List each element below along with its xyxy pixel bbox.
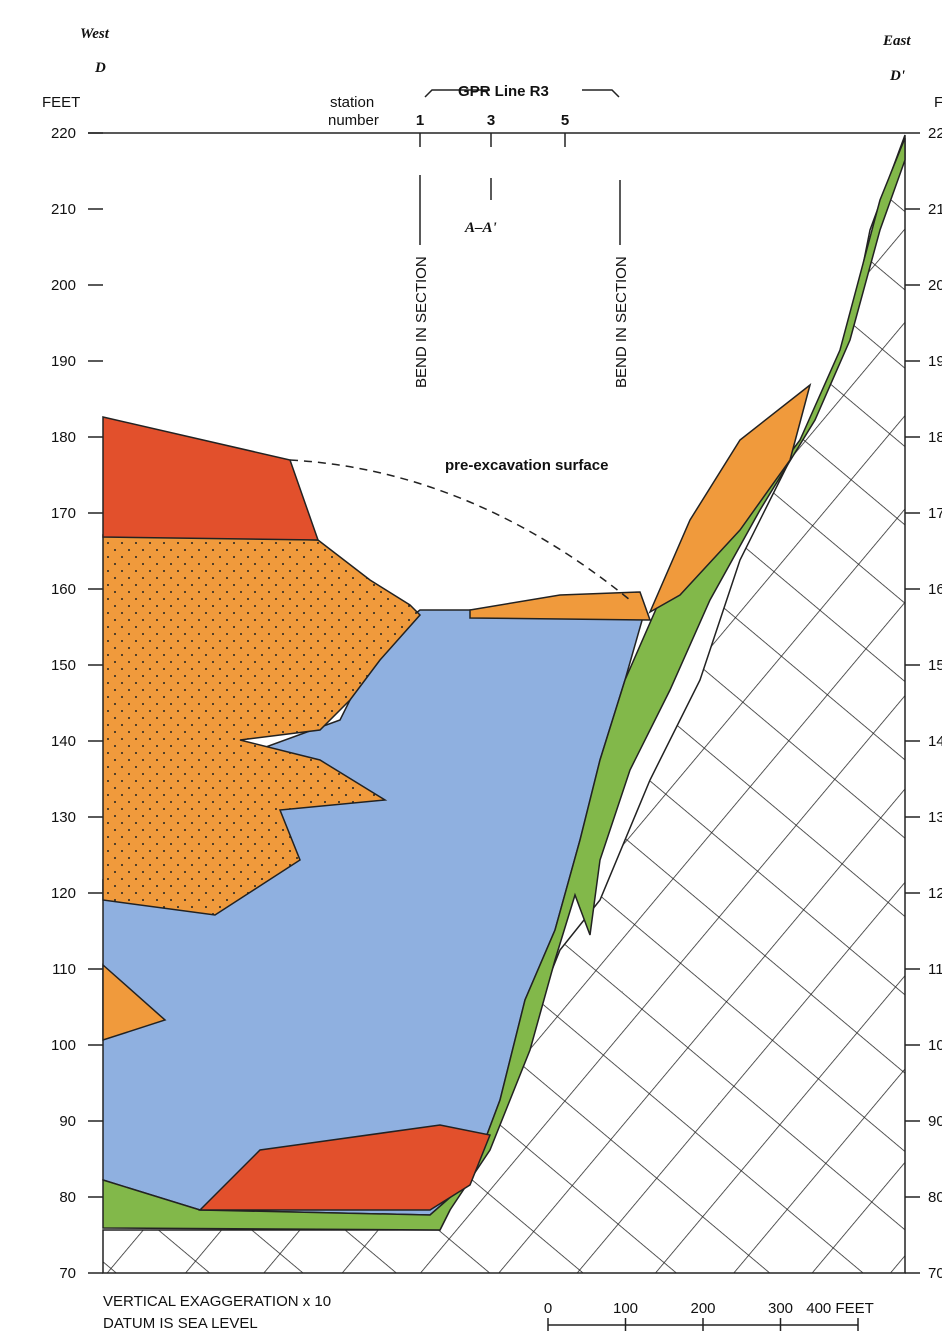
- tick-label: 140: [928, 733, 942, 750]
- tick-label: 120: [51, 885, 76, 902]
- left-axis-label: FEET: [42, 94, 80, 111]
- tick-label: 160: [51, 581, 76, 598]
- scale-label: 300: [768, 1300, 793, 1317]
- tick-label: 190: [928, 353, 942, 370]
- tick-label: 90: [59, 1113, 76, 1130]
- tick-label: 100: [51, 1037, 76, 1054]
- upper-gravel: [103, 417, 318, 540]
- scale-label: 100: [613, 1300, 638, 1317]
- footer-line: DATUM IS SEA LEVEL: [103, 1315, 258, 1331]
- tick-label: 110: [52, 961, 76, 978]
- tick-label: 220: [51, 125, 76, 142]
- tick-label: 130: [51, 809, 76, 826]
- tick-label: 200: [928, 277, 942, 294]
- annotation: pre-excavation surface: [445, 457, 608, 474]
- west-label: West: [80, 26, 110, 42]
- tick-label: 200: [51, 277, 76, 294]
- bend-label: BEND IN SECTION: [413, 256, 430, 388]
- east-label: East: [882, 33, 911, 49]
- tick-label: 110: [928, 961, 942, 978]
- tick-label: 140: [51, 733, 76, 750]
- layers: [103, 135, 905, 1273]
- tick-label: 100: [928, 1037, 942, 1054]
- section-ref: A–A': [464, 220, 497, 236]
- bend-label: BEND IN SECTION: [613, 256, 630, 388]
- tick-label: 120: [928, 885, 942, 902]
- tick-label: 80: [928, 1189, 942, 1206]
- station-caption: station: [330, 94, 374, 111]
- tick-label: 210: [928, 201, 942, 218]
- tick-label: 70: [928, 1265, 942, 1282]
- station-number: 5: [561, 112, 569, 129]
- tick-label: 170: [51, 505, 76, 522]
- cross-section: West D East D' FEET FEET station number …: [0, 0, 942, 1331]
- tick-label: 180: [51, 429, 76, 446]
- tick-label: 130: [928, 809, 942, 826]
- right-axis-label: FEET: [934, 94, 942, 111]
- gpr-line: GPR Line R3: [458, 83, 549, 100]
- tick-label: 150: [928, 657, 942, 674]
- tick-label: 180: [928, 429, 942, 446]
- station-caption: number: [328, 112, 379, 129]
- footer-line: VERTICAL EXAGGERATION x 10: [103, 1293, 331, 1310]
- tick-label: 80: [59, 1189, 76, 1206]
- tick-label: 150: [51, 657, 76, 674]
- tick-label: 90: [928, 1113, 942, 1130]
- scale-label: 400 FEET: [806, 1300, 874, 1317]
- west-letter: D: [94, 60, 106, 76]
- surface-fill: [470, 592, 650, 620]
- scale-label: 200: [690, 1300, 715, 1317]
- tick-label: 170: [928, 505, 942, 522]
- tick-label: 190: [51, 353, 76, 370]
- tick-label: 220: [928, 125, 942, 142]
- tick-label: 210: [51, 201, 76, 218]
- tick-label: 70: [59, 1265, 76, 1282]
- scale-label: 0: [544, 1300, 552, 1317]
- station-number: 1: [416, 112, 424, 129]
- east-letter: D': [889, 68, 905, 84]
- station-number: 3: [487, 112, 495, 129]
- tick-label: 160: [928, 581, 942, 598]
